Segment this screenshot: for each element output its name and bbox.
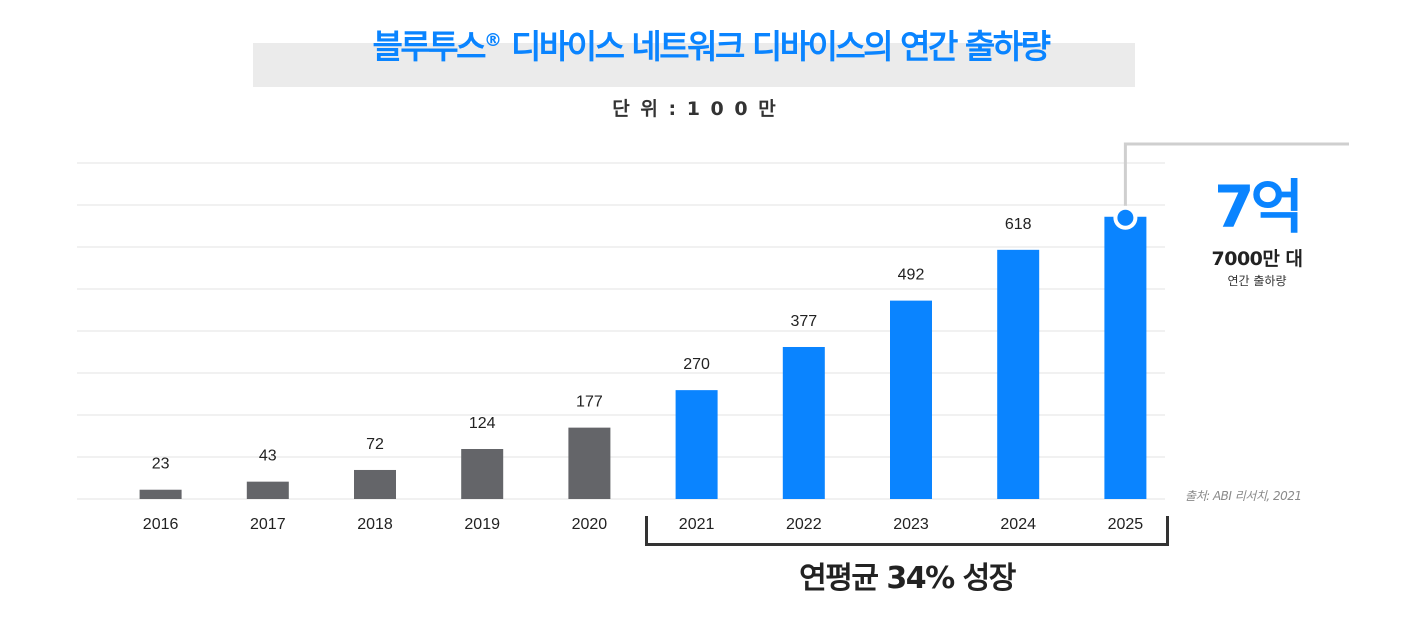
highlight-caption: 연간 출하량 [1227,274,1287,288]
bars [139,216,1147,499]
value-label-2020: 177 [576,394,603,411]
value-label-2019: 124 [469,415,496,432]
bar-2018 [354,469,396,499]
bar-2024 [997,249,1040,499]
callout [1113,142,1349,230]
unit-label: 단 위 : 1 0 0 만 [612,98,778,120]
cagr-label: 연평균 34% 성장 [799,561,1016,596]
x-tick-2019: 2019 [464,516,500,533]
bar-2025 [1104,216,1147,499]
title-background [253,43,1135,87]
x-tick-2025: 2025 [1108,516,1144,533]
cagr-bracket [645,516,1169,546]
value-label-2018: 72 [366,436,384,453]
value-label-2022: 377 [790,313,817,330]
callout-dot [1117,209,1134,226]
value-label-2024: 618 [1005,216,1032,233]
value-label-2017: 43 [259,448,277,465]
bar-2021 [675,390,718,499]
x-tick-2023: 2023 [893,516,929,533]
value-label-2016: 23 [152,456,170,473]
bar-2017 [246,481,289,499]
highlight-number: 7억 [1214,173,1304,241]
source-note: 출처: ABI 리서치, 2021 [1185,489,1302,503]
x-tick-labels: 2016 2017 2018 2019 2020 2021 2022 2023 2024 2025 [143,516,1143,533]
bar-2019 [461,449,504,499]
chart-title: 블루투스® 디바이스 네트워크 디바이스의 연간 출하량 [0,20,1421,68]
x-tick-2017: 2017 [250,516,286,533]
x-tick-2021: 2021 [679,516,715,533]
x-tick-2024: 2024 [1000,516,1036,533]
value-label-2023: 492 [898,267,925,284]
x-tick-2018: 2018 [357,516,393,533]
bar-2022 [782,346,825,499]
callout-line [1123,142,1349,209]
highlight-sub: 7000만 대 [1211,248,1303,270]
bar-2020 [568,427,611,499]
title-rest: 디바이스 네트워크 디바이스의 연간 출하량 [502,27,1051,66]
value-labels: 23 43 72 124 177 270 377 492 618 [152,216,1032,473]
title-main: 블루투스 [372,27,487,66]
x-tick-2016: 2016 [143,516,179,533]
x-tick-2020: 2020 [572,516,608,533]
value-label-2021: 270 [683,356,710,373]
x-tick-2022: 2022 [786,516,822,533]
registered-mark: ® [484,30,502,51]
bar-2016 [139,489,182,499]
bar-2023 [890,300,932,499]
